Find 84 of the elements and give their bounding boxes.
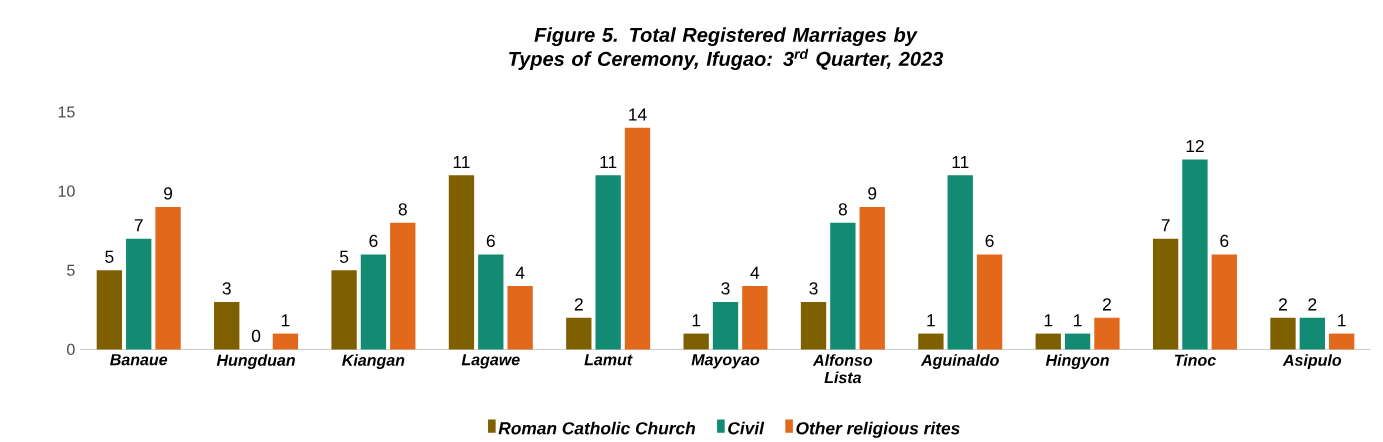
bar [624,127,651,350]
data-label: 5 [105,250,114,263]
bar [331,270,357,350]
bar [155,206,181,350]
bar [683,333,709,350]
legend-label: Roman Catholic Church [498,421,696,435]
bar [830,222,856,350]
data-label: 14 [629,108,647,121]
data-label: 1 [1338,314,1346,327]
data-label: 9 [868,187,877,200]
bar [1270,317,1296,350]
bar [448,175,475,350]
data-label: 2 [1279,298,1287,311]
data-label: 1 [927,314,935,327]
bar [390,222,416,350]
x-tick-label: Mayoyao [691,354,760,369]
bar [595,175,621,350]
data-label: 1 [1074,314,1082,327]
data-label: 8 [838,203,847,216]
data-label: 11 [952,155,969,168]
data-label: 11 [600,155,617,168]
bar [1064,333,1091,350]
data-label: 1 [1044,314,1053,327]
data-label: 7 [134,219,143,232]
data-label: 12 [1186,139,1204,153]
bar [566,317,592,350]
data-label: 6 [1220,234,1229,248]
bar [478,254,504,350]
bar [1299,317,1325,350]
data-label: 11 [453,155,470,168]
data-label: 2 [574,298,583,311]
data-label: 3 [809,282,818,295]
data-label: 8 [398,203,407,216]
bar [1182,159,1208,350]
x-tick-label: Lagawe [461,354,520,369]
x-tick-label: Asipulo [1282,354,1342,369]
bar [1094,317,1120,350]
y-tick-label: 10 [58,185,75,197]
bar [214,301,240,350]
bar [1328,333,1355,350]
bar [1035,333,1061,350]
data-label: 3 [721,282,730,295]
x-tick-label: Hingyon [1045,354,1109,369]
x-tick-label: Aguinaldo [920,354,999,369]
data-label: 1 [281,314,290,327]
bar [96,270,123,350]
data-label: 9 [164,187,173,200]
bar [859,206,885,350]
x-tick-label: Lamut [584,354,633,366]
x-tick-label: Banaue [110,354,168,366]
legend-label: Civil [728,421,765,435]
data-label: 4 [515,266,525,279]
bar [1211,254,1237,350]
y-tick-label: 5 [67,264,75,276]
data-label: 6 [985,234,994,248]
bar [947,175,973,350]
x-tick-label: Tinoc [1174,354,1216,366]
data-label: 0 [251,329,261,342]
chart-title: Figure 5. Total Registered Marriages by Types of Ceremony, Ifugao: 3$^{rd}$ Quarter, 2023 [509,27,944,70]
bar [507,286,533,350]
bar [800,301,827,350]
data-label: 3 [222,282,231,295]
bar [976,254,1003,350]
bar [918,333,944,350]
x-tick-label: Hungduan [216,354,295,369]
data-label: 6 [486,234,495,248]
bar [712,301,739,350]
data-label: 7 [1161,219,1170,232]
x-tick-label: Kiangan [342,354,405,369]
bar [272,333,299,350]
bar [742,286,768,350]
data-label: 6 [369,234,378,248]
data-label: 2 [1308,298,1317,311]
y-tick-label: 0 [67,343,75,356]
bar [360,254,387,350]
y-tick-label: 15 [58,106,75,118]
data-label: 4 [750,266,760,279]
bar [126,238,152,350]
data-label: 5 [339,250,349,263]
legend-label: Other religious rites [796,421,960,438]
x-tick-label: Alfonso Lista [812,354,873,384]
bar [1152,238,1179,350]
data-label: 1 [692,314,701,327]
data-label: 2 [1102,298,1111,311]
